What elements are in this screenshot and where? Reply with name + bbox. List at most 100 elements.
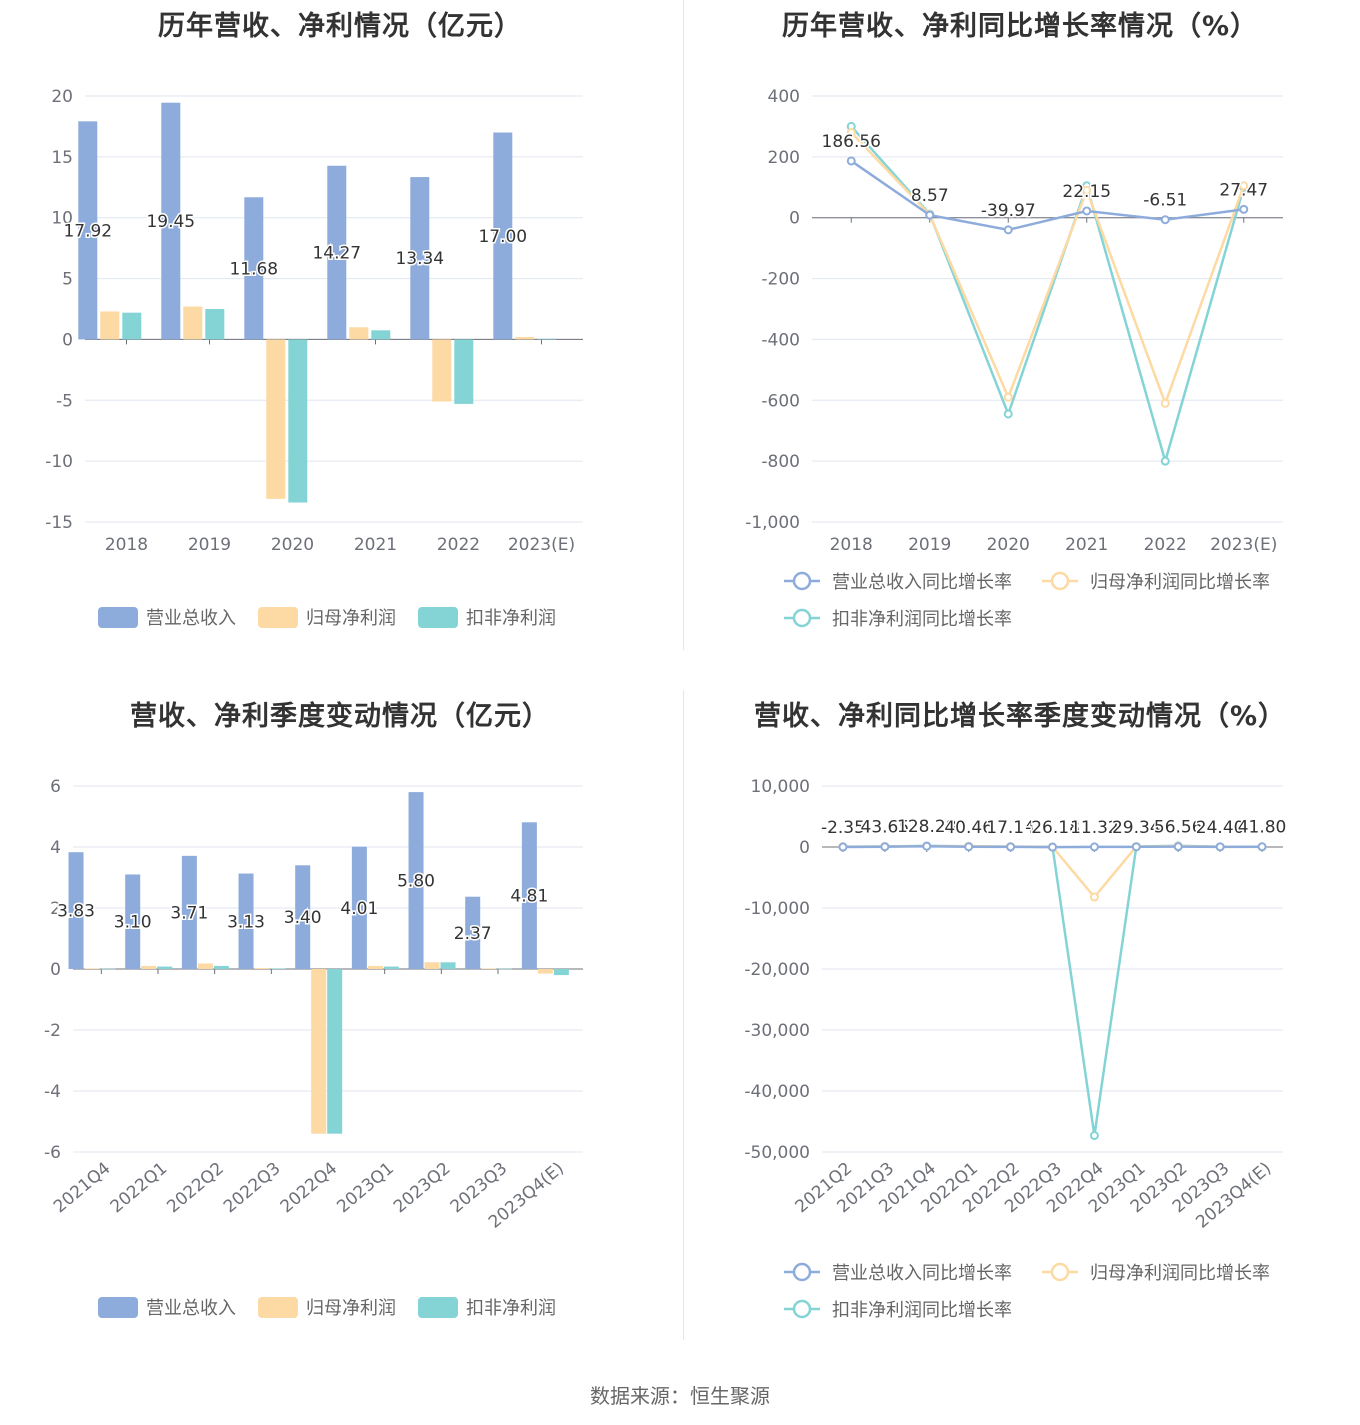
x-tick-label: 2021Q4	[50, 1159, 115, 1218]
data-point	[1003, 409, 1013, 419]
data-point	[1215, 842, 1225, 852]
y-tick-label: -800	[761, 452, 800, 472]
x-tick-label: 2021	[354, 535, 397, 555]
legend-label: 扣非净利润同比增长率	[832, 609, 1012, 630]
data-point	[1089, 842, 1099, 852]
y-tick-label: -20,000	[744, 960, 810, 980]
data-point	[1089, 1131, 1099, 1141]
data-label: -6.51	[1143, 191, 1187, 211]
bar	[537, 338, 557, 340]
quarterly-growth-chart: 10,000 0 -10,000 -20,000 -30,000 -40,000 -50,0…	[744, 777, 1288, 1321]
legend-marker	[792, 608, 812, 628]
data-point	[925, 210, 935, 220]
x-tick-label: 2020	[271, 535, 314, 555]
legend-marker	[792, 1299, 812, 1319]
data-label: 40.46	[944, 818, 993, 838]
y-tick-label: 200	[768, 148, 800, 168]
data-label: 56.56	[1154, 818, 1203, 838]
x-tick-label: 2023(E)	[1210, 535, 1277, 555]
x-tick-label: 2018	[105, 535, 148, 555]
data-label: 43.65	[861, 818, 910, 838]
bar	[213, 965, 229, 969]
data-point	[1082, 206, 1092, 216]
bar	[125, 874, 141, 969]
y-tick-label: -10,000	[744, 899, 810, 919]
bar	[493, 132, 513, 340]
data-point	[1082, 185, 1092, 195]
data-label: 17.00	[478, 227, 527, 247]
legend-swatch	[258, 1297, 298, 1318]
data-label: 19.45	[146, 212, 195, 232]
y-tick-label: 0	[62, 330, 73, 350]
bar	[383, 966, 399, 969]
legend-label: 营业总收入同比增长率	[832, 572, 1012, 593]
bar	[197, 963, 213, 969]
bar	[408, 792, 424, 969]
y-tick-label: 6	[50, 777, 61, 797]
bar	[327, 165, 347, 340]
bar	[288, 339, 308, 503]
bar	[349, 327, 369, 340]
data-point	[1160, 398, 1170, 408]
series-line	[850, 159, 1244, 232]
data-label: 4.81	[510, 887, 548, 907]
data-label: 11.68	[229, 259, 278, 279]
data-label: -26.18	[1025, 818, 1080, 838]
bar	[371, 330, 391, 340]
legend-marker	[1050, 571, 1070, 591]
bar	[157, 966, 173, 969]
bar	[100, 968, 116, 970]
y-tick-label: -50,000	[744, 1143, 810, 1163]
data-label: 5.80	[397, 872, 435, 892]
data-label: 14.27	[312, 244, 361, 264]
bar	[327, 969, 343, 1134]
legend-marker	[792, 571, 812, 591]
bar	[254, 968, 270, 969]
data-label: 3.10	[114, 913, 152, 933]
data-label: 3.83	[57, 902, 95, 922]
chart-panel-quarterly-growth: 营收、净利同比增长率季度变动情况（%） 10,000 0 -10,000 -20,00…	[680, 690, 1360, 1380]
bar	[295, 865, 311, 969]
data-point	[1160, 456, 1170, 466]
legend-swatch	[98, 1297, 138, 1318]
data-label: 41.80	[1238, 818, 1287, 838]
y-tick-label: 4	[50, 838, 61, 858]
legend-label: 扣非净利润同比增长率	[832, 1300, 1012, 1321]
bar	[465, 896, 481, 969]
x-tick-label: 2022Q2	[163, 1159, 228, 1218]
bar	[515, 336, 535, 340]
data-point	[922, 841, 932, 851]
bar	[410, 177, 430, 340]
y-tick-label: 10	[51, 209, 73, 229]
data-label: 13.34	[395, 249, 444, 269]
data-point	[1131, 842, 1141, 852]
y-tick-label: -4	[44, 1082, 61, 1102]
data-label: 3.13	[227, 912, 265, 932]
x-tick-label: 2021	[1065, 535, 1108, 555]
data-label: 3.40	[284, 908, 322, 928]
y-tick-label: -5	[56, 391, 73, 411]
bar	[183, 306, 203, 340]
legend-label: 归母净利润同比增长率	[1090, 1263, 1270, 1284]
y-tick-label: 0	[789, 209, 800, 229]
data-label: 29.34	[1112, 818, 1161, 838]
bar	[100, 311, 120, 340]
bar	[181, 855, 197, 969]
data-label: 27.47	[1219, 180, 1268, 200]
y-tick-label: 20	[51, 87, 73, 107]
x-tick-label: 2022	[437, 535, 480, 555]
y-tick-label: -600	[761, 391, 800, 411]
legend-label: 营业总收入	[146, 1298, 236, 1319]
data-label: 4.01	[340, 899, 378, 919]
bar	[141, 965, 157, 969]
bar	[311, 969, 327, 1134]
legend-swatch	[418, 607, 458, 628]
y-tick-label: -1,000	[745, 513, 800, 533]
data-point	[964, 842, 974, 852]
y-tick-label: -30,000	[744, 1021, 810, 1041]
quarterly-values-chart: 6 4 2 0 -2 -4 -62021Q42022Q12022Q22022Q32022Q4…	[44, 777, 583, 1319]
data-point	[1003, 392, 1013, 402]
bar	[205, 309, 225, 340]
data-point	[1239, 181, 1249, 191]
bar	[481, 968, 497, 969]
